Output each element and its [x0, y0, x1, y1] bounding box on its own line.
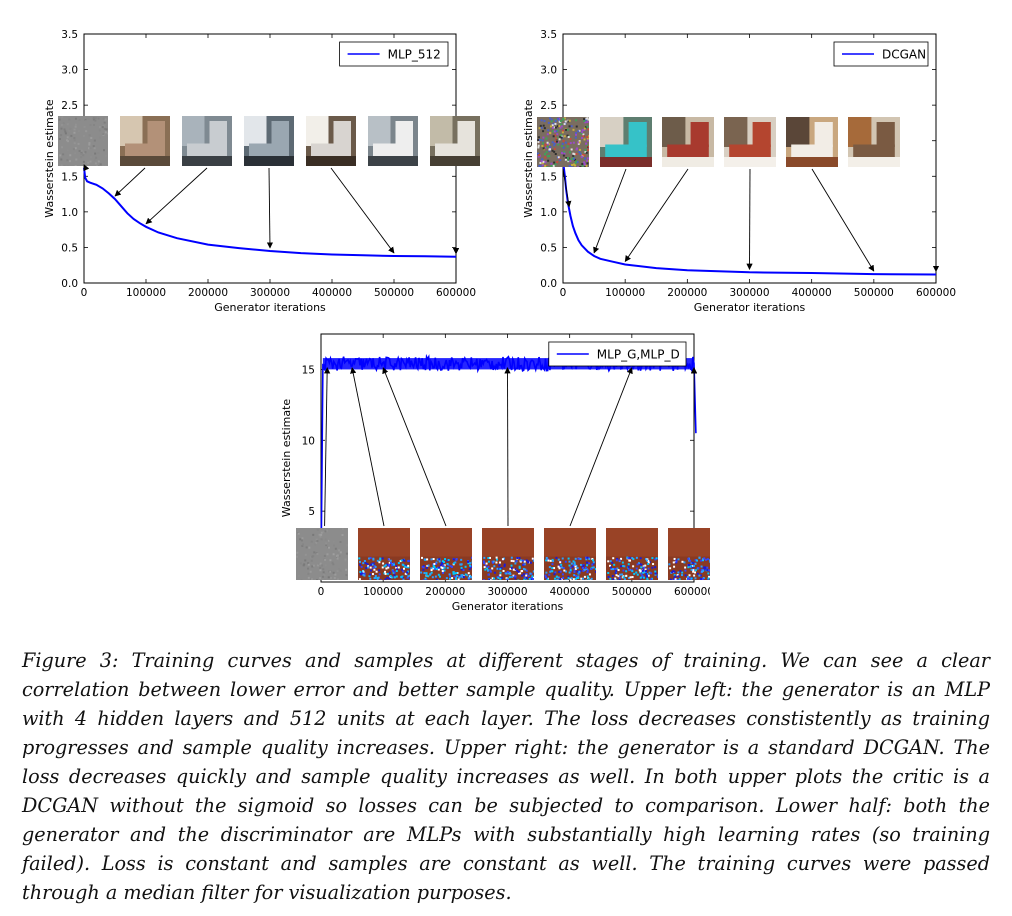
sample-image — [662, 117, 714, 167]
chart-mlp-g-mlp-d: 0 100000 200000 300000 400000 500000 600000 5 10… — [280, 333, 710, 613]
x-tick-label: 100000 — [126, 287, 166, 299]
chart-mlp-512: 0 100000 200000 300000 400000 500000 600000 0.0… — [43, 29, 480, 314]
legend-label: MLP_512 — [388, 48, 441, 62]
x-tick-label: 600000 — [674, 586, 710, 598]
y-tick-label: 3.0 — [540, 65, 557, 77]
sample-arrow — [569, 367, 633, 527]
y-tick-label: 2.5 — [61, 100, 78, 112]
series-band — [322, 358, 694, 370]
sample-image — [668, 528, 710, 580]
y-axis-label: Wasserstein estimate — [43, 99, 56, 218]
y-tick-label: 10 — [302, 435, 315, 447]
sample-image — [244, 116, 294, 166]
sample-image — [606, 528, 658, 580]
y-tick-label: 1.0 — [540, 207, 557, 219]
sample-image — [368, 116, 418, 166]
y-tick-label: 3.5 — [61, 29, 78, 41]
sample-image — [58, 116, 108, 166]
x-tick-label: 300000 — [250, 287, 290, 299]
x-tick-label: 500000 — [854, 287, 894, 299]
sample-arrow — [811, 168, 875, 272]
sample-arrow — [114, 167, 146, 197]
x-tick-label: 400000 — [312, 287, 352, 299]
x-tick-label: 100000 — [605, 287, 645, 299]
x-tick-label: 400000 — [792, 287, 832, 299]
sample-arrow — [266, 167, 274, 249]
sample-arrow — [382, 367, 447, 527]
sample-arrow — [746, 168, 753, 270]
y-tick-label: 15 — [302, 364, 315, 376]
sample-image — [786, 117, 838, 167]
x-tick-label: 200000 — [188, 287, 228, 299]
sample-image — [430, 116, 480, 166]
y-axis-label: Wasserstein estimate — [522, 99, 535, 218]
sample-arrow — [145, 167, 208, 225]
x-axis-label: Generator iterations — [214, 301, 326, 314]
x-tick-label: 600000 — [436, 287, 476, 299]
sample-image — [724, 117, 776, 167]
x-tick-label: 500000 — [374, 287, 414, 299]
x-tick-label: 0 — [81, 287, 88, 299]
x-tick-label: 200000 — [667, 287, 707, 299]
sample-image — [420, 528, 472, 580]
series-line — [83, 167, 457, 258]
sample-image — [306, 116, 356, 166]
sample-image — [482, 528, 534, 580]
y-tick-label: 1.0 — [61, 207, 78, 219]
sample-arrow — [83, 164, 90, 172]
sample-image — [848, 117, 900, 167]
sample-arrow — [593, 168, 627, 254]
sample-arrow — [562, 168, 572, 208]
x-tick-label: 0 — [318, 586, 325, 598]
sample-arrow — [504, 367, 511, 527]
sample-image — [537, 117, 589, 167]
x-axis-label: Generator iterations — [694, 301, 806, 314]
sample-image — [600, 117, 652, 167]
y-tick-label: 1.5 — [61, 171, 78, 183]
legend-label: DCGAN — [882, 48, 926, 62]
sample-image — [182, 116, 232, 166]
y-tick-label: 0.0 — [540, 278, 557, 290]
sample-image — [120, 116, 170, 166]
x-tick-label: 300000 — [729, 287, 769, 299]
x-tick-label: 0 — [560, 287, 567, 299]
x-tick-label: 600000 — [916, 287, 956, 299]
y-tick-label: 1.5 — [540, 171, 557, 183]
y-tick-label: 0.5 — [61, 242, 78, 254]
x-tick-label: 200000 — [425, 586, 465, 598]
y-tick-label: 0.0 — [61, 278, 78, 290]
x-tick-label: 100000 — [363, 586, 403, 598]
chart-dcgan: 0 100000 200000 300000 400000 500000 600000 0.0… — [522, 29, 956, 314]
y-tick-label: 3.0 — [61, 65, 78, 77]
sample-arrow — [330, 167, 395, 254]
figure-caption: Figure 3: Training curves and samples at… — [22, 649, 990, 904]
y-axis-label: Wasserstein estimate — [280, 399, 293, 518]
sample-arrow — [323, 367, 331, 527]
x-axis-label: Generator iterations — [452, 600, 564, 613]
x-tick-label: 400000 — [550, 586, 590, 598]
sample-image — [544, 528, 596, 580]
y-tick-label: 0.5 — [540, 242, 557, 254]
sample-arrow — [624, 168, 689, 263]
sample-image — [358, 528, 410, 580]
legend-label: MLP_G,MLP_D — [597, 348, 680, 362]
sample-image — [296, 528, 348, 580]
y-tick-label: 3.5 — [540, 29, 557, 41]
x-tick-label: 300000 — [487, 586, 527, 598]
x-tick-label: 500000 — [612, 586, 652, 598]
sample-arrow — [350, 367, 385, 527]
y-tick-label: 5 — [308, 506, 315, 518]
y-tick-label: 2.5 — [540, 100, 557, 112]
